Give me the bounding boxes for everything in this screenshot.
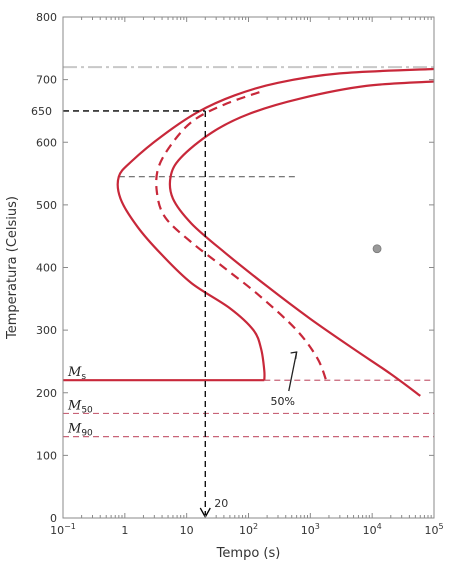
annotation-label: 50% bbox=[271, 395, 295, 408]
y-tick-label: 300 bbox=[36, 324, 57, 337]
gray-marker-dot bbox=[372, 244, 382, 254]
x-tick-label: 102 bbox=[239, 522, 258, 537]
y-tick-label: 100 bbox=[36, 449, 57, 462]
y-tick-label: 0 bbox=[50, 512, 57, 525]
solid-curve bbox=[168, 80, 435, 397]
martensite-label: M90 bbox=[67, 422, 93, 439]
x-tick-label: 104 bbox=[363, 522, 382, 537]
y-tick-label: 200 bbox=[36, 387, 57, 400]
axis-ticks bbox=[62, 16, 435, 519]
martensite-labels: Ms M50 M90 bbox=[67, 365, 93, 438]
solid-curve bbox=[116, 67, 435, 381]
x-tick-label: 105 bbox=[424, 522, 443, 537]
x-tick-label: 10−1 bbox=[50, 522, 76, 537]
transformation-curves bbox=[63, 67, 435, 397]
y-tick-label: 400 bbox=[36, 262, 57, 275]
y-axis-title: Temperatura (Celsius) bbox=[5, 196, 20, 340]
x-tick-label: 1 bbox=[121, 524, 128, 537]
annotations: 50% bbox=[271, 244, 382, 408]
y-tick-label: 500 bbox=[36, 199, 57, 212]
dashed-lines-layer bbox=[63, 66, 434, 438]
reference-lines: 650 20 bbox=[31, 105, 228, 519]
martensite-label: Ms bbox=[67, 365, 86, 382]
arrow-head-icon bbox=[290, 351, 298, 360]
dashed-curve bbox=[155, 91, 328, 381]
plot-area-frame bbox=[62, 16, 435, 519]
x-tick-label: 10 bbox=[180, 524, 194, 537]
x-axis-title: Tempo (s) bbox=[216, 546, 281, 561]
x-tick-label: 103 bbox=[301, 522, 320, 537]
tick-labels: 0 100 200 300 400 500 600 700 800 10−1 1 10 102 103 10… bbox=[36, 11, 444, 537]
y-tick-label: 700 bbox=[36, 74, 57, 87]
reference-x-label: 20 bbox=[214, 497, 228, 510]
martensite-label: M50 bbox=[67, 398, 93, 415]
y-tick-label: 800 bbox=[36, 11, 57, 24]
reference-y-label: 650 bbox=[31, 105, 52, 118]
y-tick-label: 600 bbox=[36, 136, 57, 149]
